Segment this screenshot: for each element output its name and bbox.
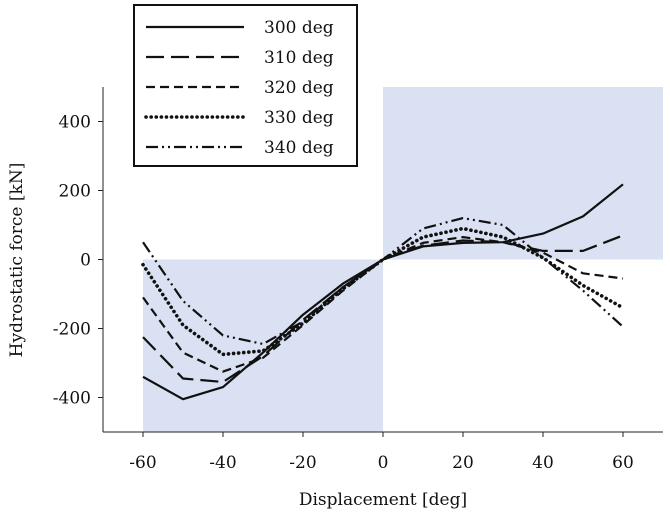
legend: 300 deg 310 deg 320 deg 330 deg 340 deg: [133, 4, 358, 167]
y-tick-label: -400: [53, 389, 91, 409]
x-tick-label: -40: [209, 453, 236, 473]
x-tick-label: -20: [289, 453, 316, 473]
series-line-2: [142, 234, 624, 384]
x-tick-label: 20: [452, 453, 474, 473]
legend-label: 300 deg: [264, 18, 334, 38]
y-axis-title: Hydrostatic force [kN]: [7, 163, 27, 358]
legend-box: [133, 4, 358, 167]
y-tick-label: 200: [59, 182, 91, 202]
legend-label: 340 deg: [264, 138, 334, 158]
x-tick-label: 40: [532, 453, 554, 473]
x-tick-label: -60: [129, 453, 156, 473]
series-line-4: [141, 226, 625, 357]
series-lines: [141, 183, 625, 401]
x-tick-label: 60: [612, 453, 634, 473]
axes: [98, 87, 663, 437]
legend-label: 320 deg: [264, 78, 334, 98]
x-tick-label: 0: [378, 453, 389, 473]
legend-label: 310 deg: [264, 48, 334, 68]
y-tick-label: 400: [59, 113, 91, 133]
x-axis-title: Displacement [deg]: [299, 490, 467, 510]
y-tick-label: -200: [53, 320, 91, 340]
series-line-5: [142, 217, 624, 346]
legend-label: 330 deg: [264, 108, 334, 128]
shade-upper-right: [383, 87, 663, 260]
y-tick-label: 0: [80, 251, 91, 271]
